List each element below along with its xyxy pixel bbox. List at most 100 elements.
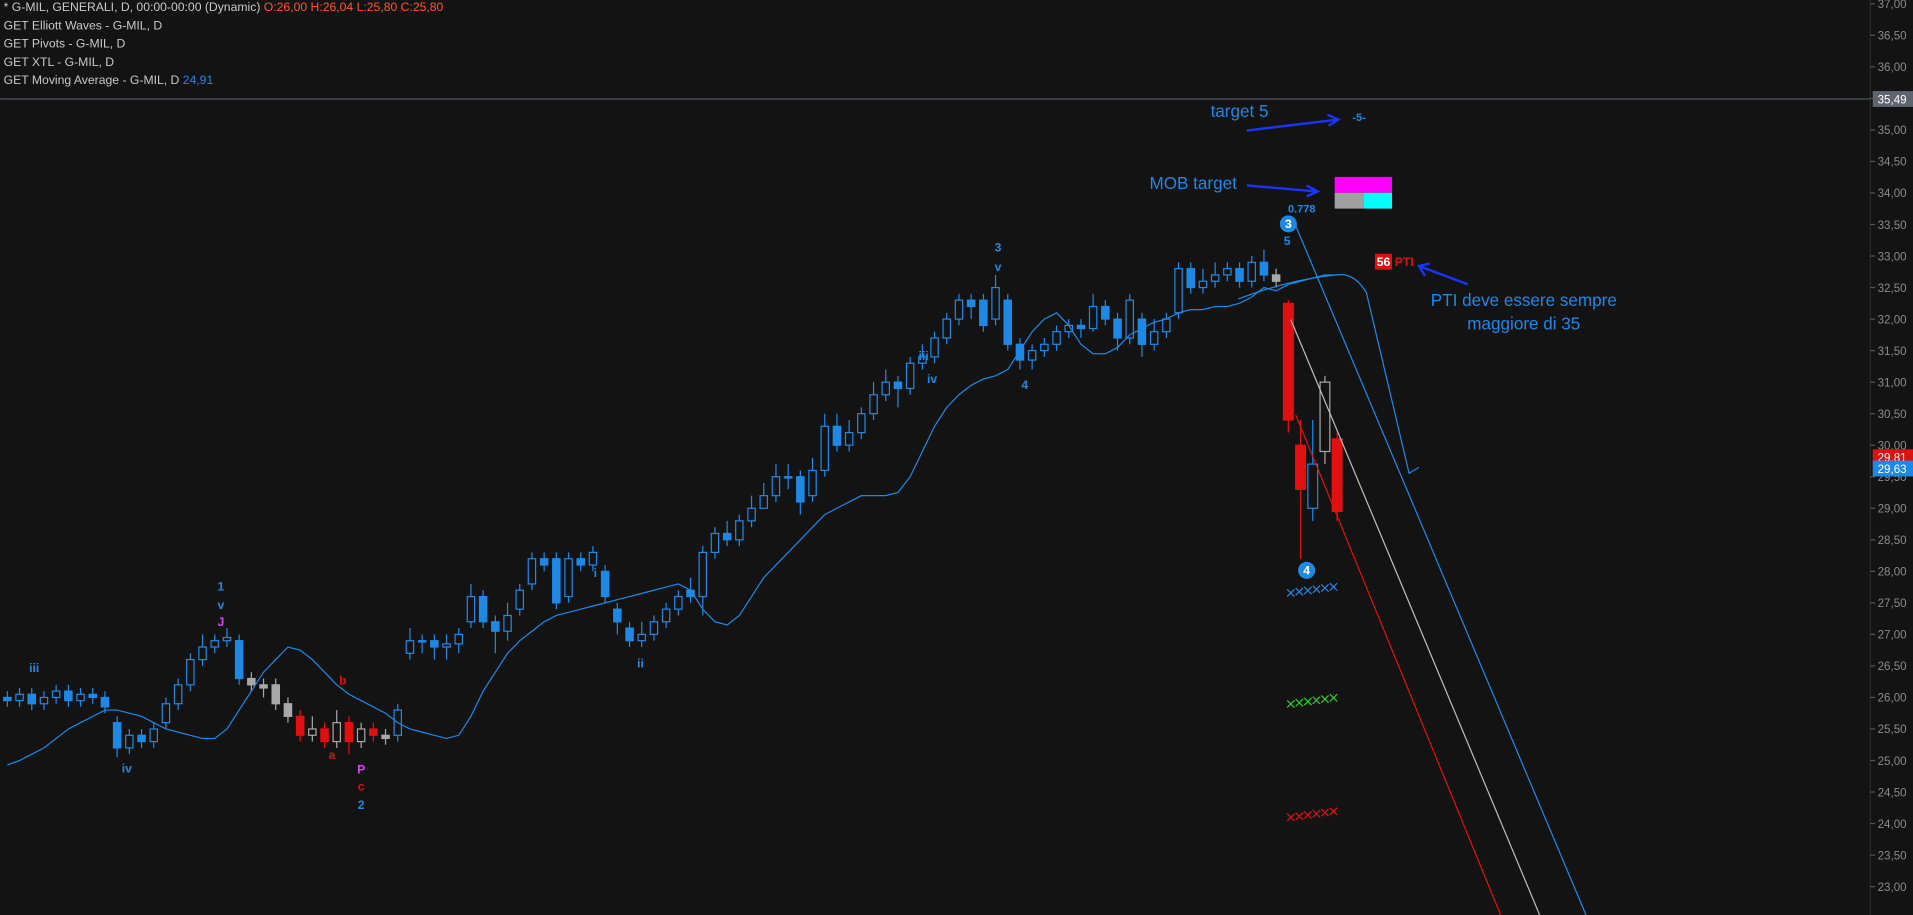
- annotation: iii: [918, 349, 928, 363]
- indicator-name: GET Moving Average - G-MIL, D: [4, 73, 180, 87]
- candle-body: [991, 286, 1000, 320]
- candle-body: [820, 425, 830, 472]
- annotation: iii: [29, 661, 39, 675]
- axis: 23,00 23,50 24,00 24,50 25,00 25,50 26,00 26,50…: [1870, 0, 1907, 894]
- candle-body: [1149, 331, 1159, 345]
- candle-body: [1052, 331, 1061, 345]
- candle-body: [259, 684, 268, 689]
- candle-body: [783, 476, 793, 479]
- y-tick-label: 26,00: [1878, 693, 1907, 705]
- candle-body: [491, 621, 500, 632]
- candle-body: [76, 693, 85, 702]
- ohlc-text: O:26,00 H:26,04 L:25,80 C:25,80: [264, 0, 444, 14]
- annotation: 4: [1303, 564, 1310, 578]
- candle-body: [271, 684, 281, 705]
- candle-body: [1027, 350, 1037, 361]
- y-tick-label: 29,50: [1878, 472, 1907, 484]
- candle-body: [552, 558, 561, 604]
- candle-body: [698, 551, 708, 598]
- annotation: c: [358, 780, 365, 794]
- candle-body: [832, 425, 842, 446]
- candle-body: [808, 469, 817, 497]
- candle-body: [613, 608, 622, 623]
- candle-body: [564, 558, 573, 598]
- candle-body: [308, 728, 317, 736]
- candle-body: [3, 696, 12, 702]
- candle-body: [234, 640, 244, 680]
- y-tick-label: 30,00: [1878, 440, 1907, 452]
- y-tick-label: 27,00: [1878, 630, 1907, 642]
- candle-body: [857, 413, 866, 434]
- candle-body: [64, 690, 73, 702]
- candle-body: [722, 532, 732, 541]
- candle-body: [247, 677, 256, 686]
- annotation: J: [217, 615, 224, 629]
- y-tick-label: 34,50: [1878, 157, 1907, 169]
- candle-body: [186, 658, 195, 686]
- candle-body: [1186, 268, 1196, 289]
- y-tick-label: 28,50: [1878, 535, 1907, 547]
- annotation: 2: [358, 798, 365, 812]
- annotation: -5-: [1352, 112, 1366, 124]
- header-line: * G-MIL, GENERALI, D, 00:00-00:00 (Dynam…: [4, 0, 444, 14]
- annotation: b: [339, 673, 346, 687]
- candle-body: [527, 558, 537, 585]
- candle-body: [161, 703, 171, 724]
- annotation: PTI: [1395, 255, 1414, 269]
- moving-average: [7, 274, 1338, 766]
- candle-body: [356, 728, 366, 743]
- annotation: ii: [637, 656, 644, 670]
- candle-body: [1174, 268, 1183, 314]
- annotation: 3: [995, 240, 1002, 254]
- candle-body: [600, 570, 610, 598]
- candle-body: [893, 381, 903, 390]
- candle-body: [1101, 305, 1110, 320]
- candle-body: [1113, 318, 1122, 339]
- candle-body: [1295, 444, 1307, 490]
- candle-body: [100, 696, 110, 708]
- y-tick-label: 32,00: [1878, 314, 1907, 326]
- candle-body: [503, 614, 512, 632]
- candle-body: [881, 381, 891, 396]
- candle-body: [918, 356, 927, 364]
- candle-body: [1076, 324, 1086, 330]
- candle-body: [454, 633, 464, 645]
- candle-body: [344, 722, 354, 743]
- candle-body: [1162, 318, 1171, 333]
- candle-body: [1088, 305, 1098, 330]
- annotation: 56: [1377, 255, 1391, 269]
- annotation: i: [594, 566, 597, 580]
- price-label-box: [1872, 91, 1913, 107]
- candle-body: [1271, 274, 1281, 282]
- candle-body: [1223, 268, 1232, 276]
- y-tick-label: 32,50: [1878, 283, 1907, 295]
- y-tick-label: 24,00: [1878, 819, 1907, 831]
- annotation: 3: [1285, 217, 1292, 231]
- candle-body: [88, 693, 98, 699]
- annotation: v: [217, 598, 224, 612]
- candle-body: [430, 640, 439, 648]
- candle-body: [1137, 318, 1147, 345]
- plot: 35,4929,8129,63iiiiv1vJbaPc2iiiiiiiv3v40…: [0, 91, 1913, 812]
- candle-body: [942, 318, 952, 339]
- annotation: iv: [927, 372, 937, 386]
- candle-body: [771, 476, 781, 497]
- candle-body: [417, 640, 427, 643]
- candle-body: [381, 734, 390, 740]
- candle-body: [198, 646, 207, 661]
- candle-body: [930, 337, 939, 358]
- y-tick-label: 36,00: [1878, 62, 1907, 74]
- candle-body: [1210, 274, 1220, 282]
- candle-body: [222, 636, 232, 642]
- y-tick-label: 31,00: [1878, 377, 1907, 389]
- annotation: iv: [122, 761, 132, 775]
- annotation: P: [357, 762, 365, 776]
- annotation: v: [995, 260, 1002, 274]
- ma-value: 24,91: [183, 73, 214, 87]
- candle-body: [1282, 302, 1294, 421]
- candle-body: [747, 507, 756, 522]
- annotation: maggiore di 35: [1467, 314, 1580, 333]
- y-tick-label: 37,00: [1878, 0, 1907, 11]
- y-tick-label: 35,00: [1878, 125, 1907, 137]
